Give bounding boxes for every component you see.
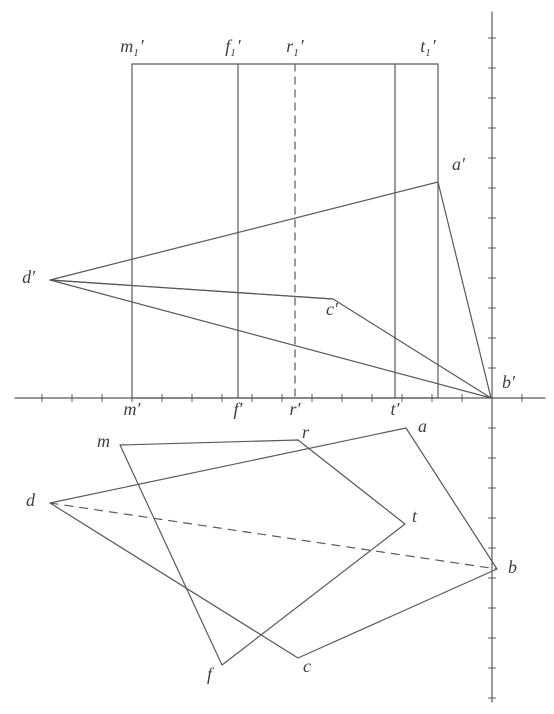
- label-b: b: [508, 557, 517, 577]
- label-r: r: [302, 422, 310, 442]
- label-d: d: [26, 490, 36, 510]
- label-c: c: [303, 656, 311, 676]
- label-t-prime: t′: [391, 399, 401, 419]
- label-r-prime: r′: [290, 399, 302, 419]
- label-m1-prime: m1′: [120, 36, 145, 59]
- label-m: m: [97, 431, 110, 451]
- label-a-prime: a′: [452, 154, 466, 174]
- label-d-prime: d′: [22, 267, 36, 287]
- canvas-bg: [0, 0, 554, 714]
- label-a: a: [418, 416, 427, 436]
- label-c-prime: c′: [326, 299, 339, 319]
- label-m-prime: m′: [124, 399, 142, 419]
- label-f-prime: f′: [234, 399, 244, 419]
- label-b-prime: b′: [502, 372, 516, 392]
